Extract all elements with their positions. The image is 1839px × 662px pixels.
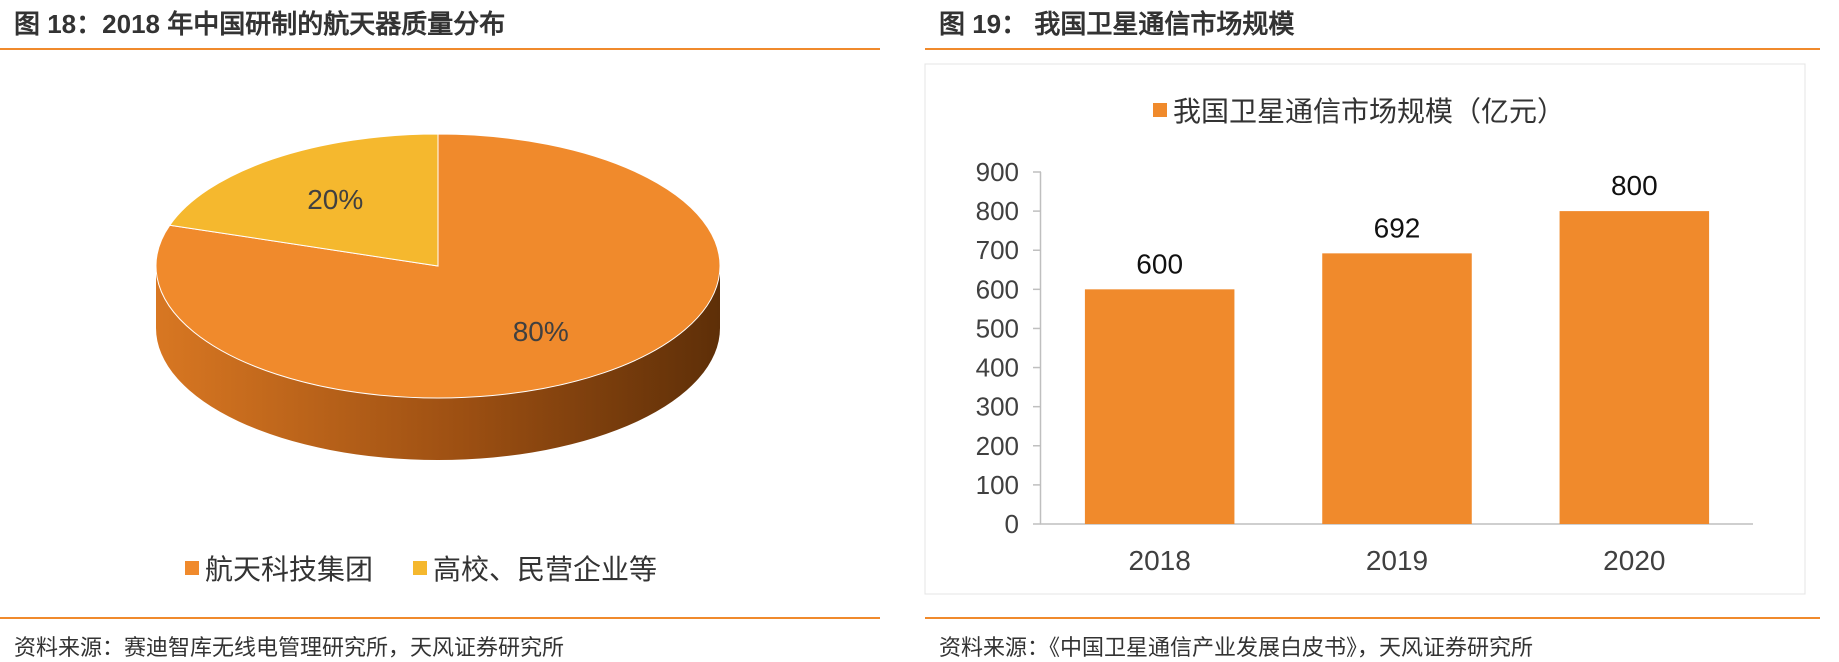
bar-legend: 我国卫星通信市场规模（亿元） (1153, 90, 1605, 130)
y-tick-label: 700 (976, 235, 1019, 265)
pie-slice-2 (168, 133, 439, 267)
right-source-rule (925, 617, 1820, 619)
y-tick-label: 0 (1005, 509, 1019, 539)
left-figure-panel: 图 18：2018 年中国研制的航天器质量分布 80% 20% 航天科技集团 高校、… (0, 0, 880, 660)
x-tick-label-2018: 2018 (1129, 545, 1191, 576)
left-source-note: 资料来源：赛迪智库无线电管理研究所，天风证券研究所 (14, 635, 565, 660)
pie-slice-label-1: 80% (513, 316, 569, 347)
pie-legend-swatch-1 (185, 561, 199, 575)
y-tick-label: 600 (976, 274, 1019, 304)
y-tick-label: 800 (976, 196, 1019, 226)
bar-data-label-2018: 600 (1136, 248, 1183, 279)
y-tick-label: 300 (976, 392, 1019, 422)
pie-legend-item-2: 高校、民营企业等 (413, 548, 657, 588)
bar-data-label-2020: 800 (1611, 170, 1658, 201)
bar-chart: 0 100 200 300 400 500 600 700 800 900 600 2018 692 20… (924, 63, 1806, 595)
right-figure-panel: 图 19： 我国卫星通信市场规模 我国卫星通信市场规模（亿元） 0 100 200 3… (924, 0, 1820, 660)
pie-slice-label-2: 20% (307, 184, 363, 215)
pie-legend-swatch-2 (413, 561, 428, 575)
bar-legend-label: 我国卫星通信市场规模（亿元） (1173, 96, 1566, 127)
right-source-note: 资料来源：《中国卫星通信产业发展白皮书》，天风证券研究所 (939, 635, 1534, 660)
pie-legend-label-2: 高校、民营企业等 (433, 554, 658, 585)
y-tick-label: 100 (976, 470, 1019, 500)
bar-2019 (1322, 253, 1472, 524)
bar-chart-area-border (924, 63, 1806, 595)
y-tick-label: 200 (976, 431, 1019, 461)
bar-data-label-2019: 692 (1374, 212, 1421, 243)
bar-2020 (1559, 211, 1710, 524)
right-figure-title: 图 19： 我国卫星通信市场规模 (939, 9, 1295, 39)
right-title-rule (925, 48, 1820, 50)
bar-legend-item: 我国卫星通信市场规模（亿元） (1153, 90, 1565, 130)
pie-chart: 80% 20% (155, 133, 721, 460)
y-tick-label: 500 (976, 313, 1019, 343)
left-title-rule (0, 48, 880, 50)
pie-legend-label-1: 航天科技集团 (205, 554, 374, 585)
pie-legend-item-1: 航天科技集团 (185, 548, 373, 588)
y-tick-label: 900 (976, 157, 1019, 187)
x-tick-label-2019: 2019 (1366, 545, 1428, 576)
pie-legend: 航天科技集团 高校、民营企业等 (185, 548, 697, 588)
y-tick-label: 400 (976, 353, 1019, 383)
bar-2018 (1084, 289, 1235, 524)
left-figure-title: 图 18：2018 年中国研制的航天器质量分布 (14, 9, 506, 39)
pie-side-wall (156, 266, 720, 460)
bar-legend-swatch (1153, 103, 1167, 117)
left-source-rule (0, 617, 880, 619)
x-tick-label-2020: 2020 (1603, 545, 1665, 576)
